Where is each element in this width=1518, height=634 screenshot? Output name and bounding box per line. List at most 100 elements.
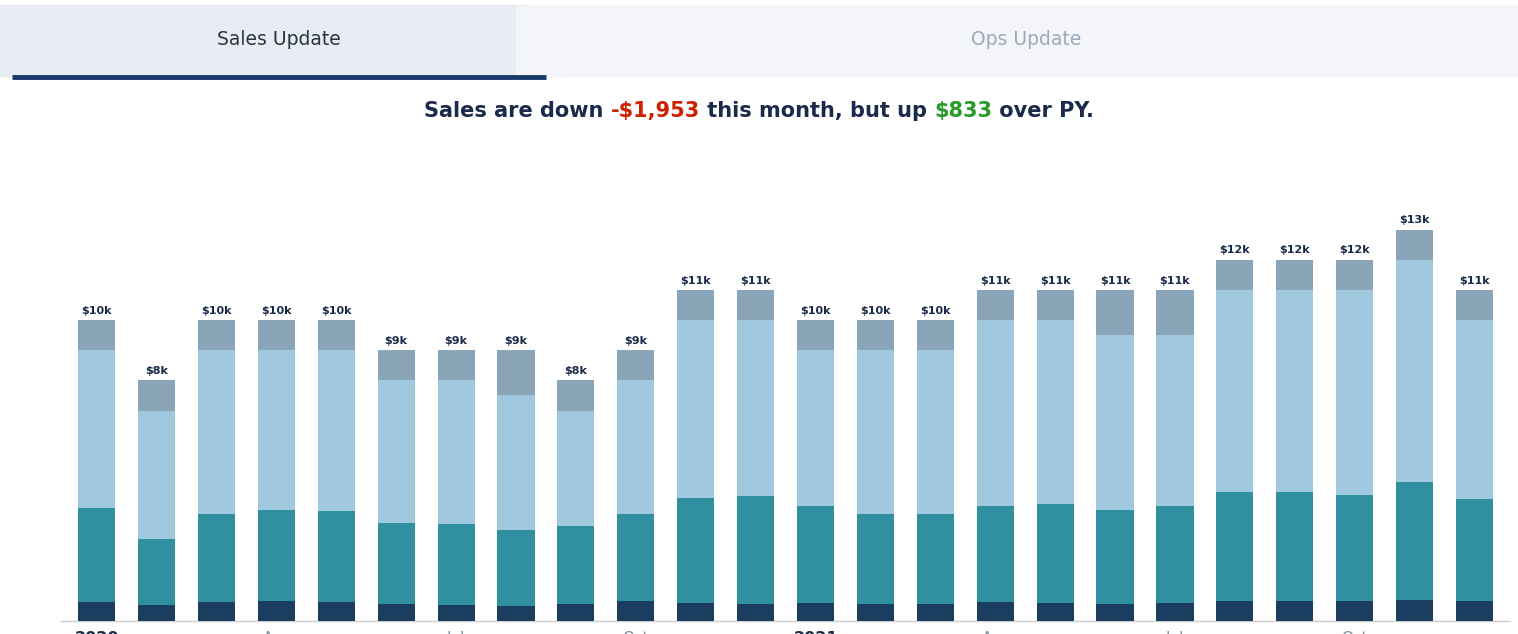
Bar <box>1157 290 1193 335</box>
Bar <box>317 350 355 512</box>
Bar <box>976 602 1014 621</box>
Bar <box>1277 260 1313 290</box>
Text: $12k: $12k <box>1280 245 1310 256</box>
Text: $11k: $11k <box>1040 276 1070 285</box>
Text: this month, but up: this month, but up <box>700 101 934 121</box>
Bar <box>378 380 414 522</box>
Bar <box>1216 260 1254 290</box>
Bar <box>77 508 115 602</box>
Bar <box>976 506 1014 602</box>
Bar <box>856 514 894 604</box>
Bar <box>1456 499 1494 601</box>
Bar <box>1397 600 1433 621</box>
Bar <box>1277 601 1313 621</box>
Bar <box>197 350 235 514</box>
Bar <box>317 512 355 602</box>
Bar <box>677 290 715 320</box>
Text: $10k: $10k <box>800 306 830 316</box>
Bar <box>77 602 115 621</box>
Bar <box>378 522 414 604</box>
Text: $9k: $9k <box>445 336 468 346</box>
Bar <box>1037 604 1073 621</box>
Bar <box>976 290 1014 320</box>
Bar <box>917 604 953 621</box>
FancyBboxPatch shape <box>516 5 1518 77</box>
Bar <box>677 498 715 604</box>
Text: Sales are down: Sales are down <box>424 101 610 121</box>
Text: over PY.: over PY. <box>993 101 1094 121</box>
Bar <box>1277 493 1313 601</box>
Text: $13k: $13k <box>1400 216 1430 225</box>
Bar <box>797 507 833 603</box>
Text: $12k: $12k <box>1219 245 1251 256</box>
Text: Sales Update: Sales Update <box>217 30 342 49</box>
Bar <box>437 380 475 524</box>
Text: $833: $833 <box>934 101 993 121</box>
Bar <box>1037 290 1073 320</box>
Bar <box>1336 260 1374 290</box>
Bar <box>738 604 774 621</box>
Bar <box>797 603 833 621</box>
Bar <box>1456 601 1494 621</box>
Bar <box>856 350 894 514</box>
Bar <box>738 496 774 604</box>
Text: $11k: $11k <box>741 276 771 285</box>
Bar <box>738 290 774 320</box>
Bar <box>1456 290 1494 320</box>
Bar <box>618 602 654 621</box>
Text: Ops Update: Ops Update <box>972 30 1081 49</box>
Bar <box>498 531 534 605</box>
Bar <box>258 601 294 621</box>
Bar <box>1336 290 1374 495</box>
Bar <box>1277 290 1313 493</box>
Bar <box>498 396 534 531</box>
Bar <box>917 320 953 350</box>
Text: $9k: $9k <box>384 336 408 346</box>
Text: $10k: $10k <box>861 306 891 316</box>
Text: $11k: $11k <box>1160 276 1190 285</box>
Bar <box>1096 604 1134 621</box>
Bar <box>138 538 175 605</box>
Text: $11k: $11k <box>1459 276 1489 285</box>
Bar <box>1216 601 1254 621</box>
Bar <box>557 411 595 526</box>
Bar <box>77 320 115 350</box>
Bar <box>1336 495 1374 601</box>
Bar <box>77 350 115 508</box>
Bar <box>797 320 833 350</box>
Bar <box>1336 601 1374 621</box>
Bar <box>1157 603 1193 621</box>
Bar <box>258 510 294 601</box>
Bar <box>378 604 414 621</box>
Bar <box>618 350 654 380</box>
Bar <box>618 380 654 514</box>
Bar <box>738 320 774 496</box>
Bar <box>258 350 294 510</box>
Bar <box>917 350 953 514</box>
Bar <box>557 380 595 411</box>
Text: $10k: $10k <box>82 306 112 316</box>
Text: $9k: $9k <box>624 336 647 346</box>
Bar <box>557 526 595 604</box>
Text: $8k: $8k <box>565 366 587 376</box>
Bar <box>856 320 894 350</box>
Text: $12k: $12k <box>1339 245 1369 256</box>
Bar <box>1037 504 1073 604</box>
Bar <box>1096 510 1134 604</box>
Bar <box>1397 482 1433 600</box>
Bar <box>917 514 953 604</box>
Bar <box>1456 320 1494 499</box>
Bar <box>437 605 475 621</box>
Bar <box>1157 507 1193 603</box>
Bar <box>1157 335 1193 507</box>
Bar <box>1397 260 1433 482</box>
Bar <box>378 350 414 380</box>
Bar <box>498 350 534 396</box>
Bar <box>197 320 235 350</box>
Bar <box>1096 335 1134 510</box>
Text: $11k: $11k <box>1099 276 1131 285</box>
Bar <box>437 350 475 380</box>
Text: $10k: $10k <box>202 306 232 316</box>
Bar <box>138 605 175 621</box>
Bar <box>1216 290 1254 493</box>
